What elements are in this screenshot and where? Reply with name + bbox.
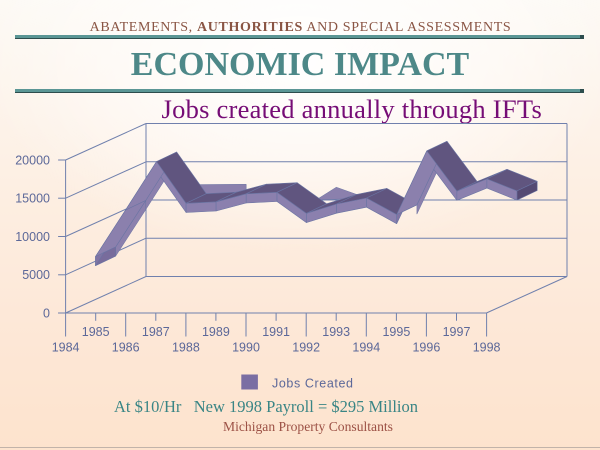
svg-text:1990: 1990 bbox=[232, 341, 260, 355]
svg-text:20000: 20000 bbox=[15, 153, 50, 167]
svg-text:10000: 10000 bbox=[15, 230, 50, 244]
svg-text:1988: 1988 bbox=[172, 341, 200, 355]
svg-text:1993: 1993 bbox=[322, 325, 350, 339]
svg-text:1987: 1987 bbox=[142, 325, 170, 339]
svg-text:15000: 15000 bbox=[15, 192, 50, 206]
svg-text:1985: 1985 bbox=[82, 325, 110, 339]
svg-text:1984: 1984 bbox=[52, 341, 80, 355]
svg-text:1997: 1997 bbox=[443, 325, 471, 339]
svg-text:1992: 1992 bbox=[292, 341, 320, 355]
svg-text:1995: 1995 bbox=[382, 325, 410, 339]
svg-text:1998: 1998 bbox=[473, 341, 501, 355]
svg-text:0: 0 bbox=[43, 306, 50, 320]
svg-text:5000: 5000 bbox=[22, 268, 50, 282]
svg-text:Jobs Created: Jobs Created bbox=[272, 377, 354, 391]
svg-text:1989: 1989 bbox=[202, 325, 230, 339]
svg-text:1991: 1991 bbox=[262, 325, 290, 339]
svg-text:1994: 1994 bbox=[352, 341, 380, 355]
svg-text:1986: 1986 bbox=[112, 341, 140, 355]
svg-text:1996: 1996 bbox=[412, 341, 440, 355]
